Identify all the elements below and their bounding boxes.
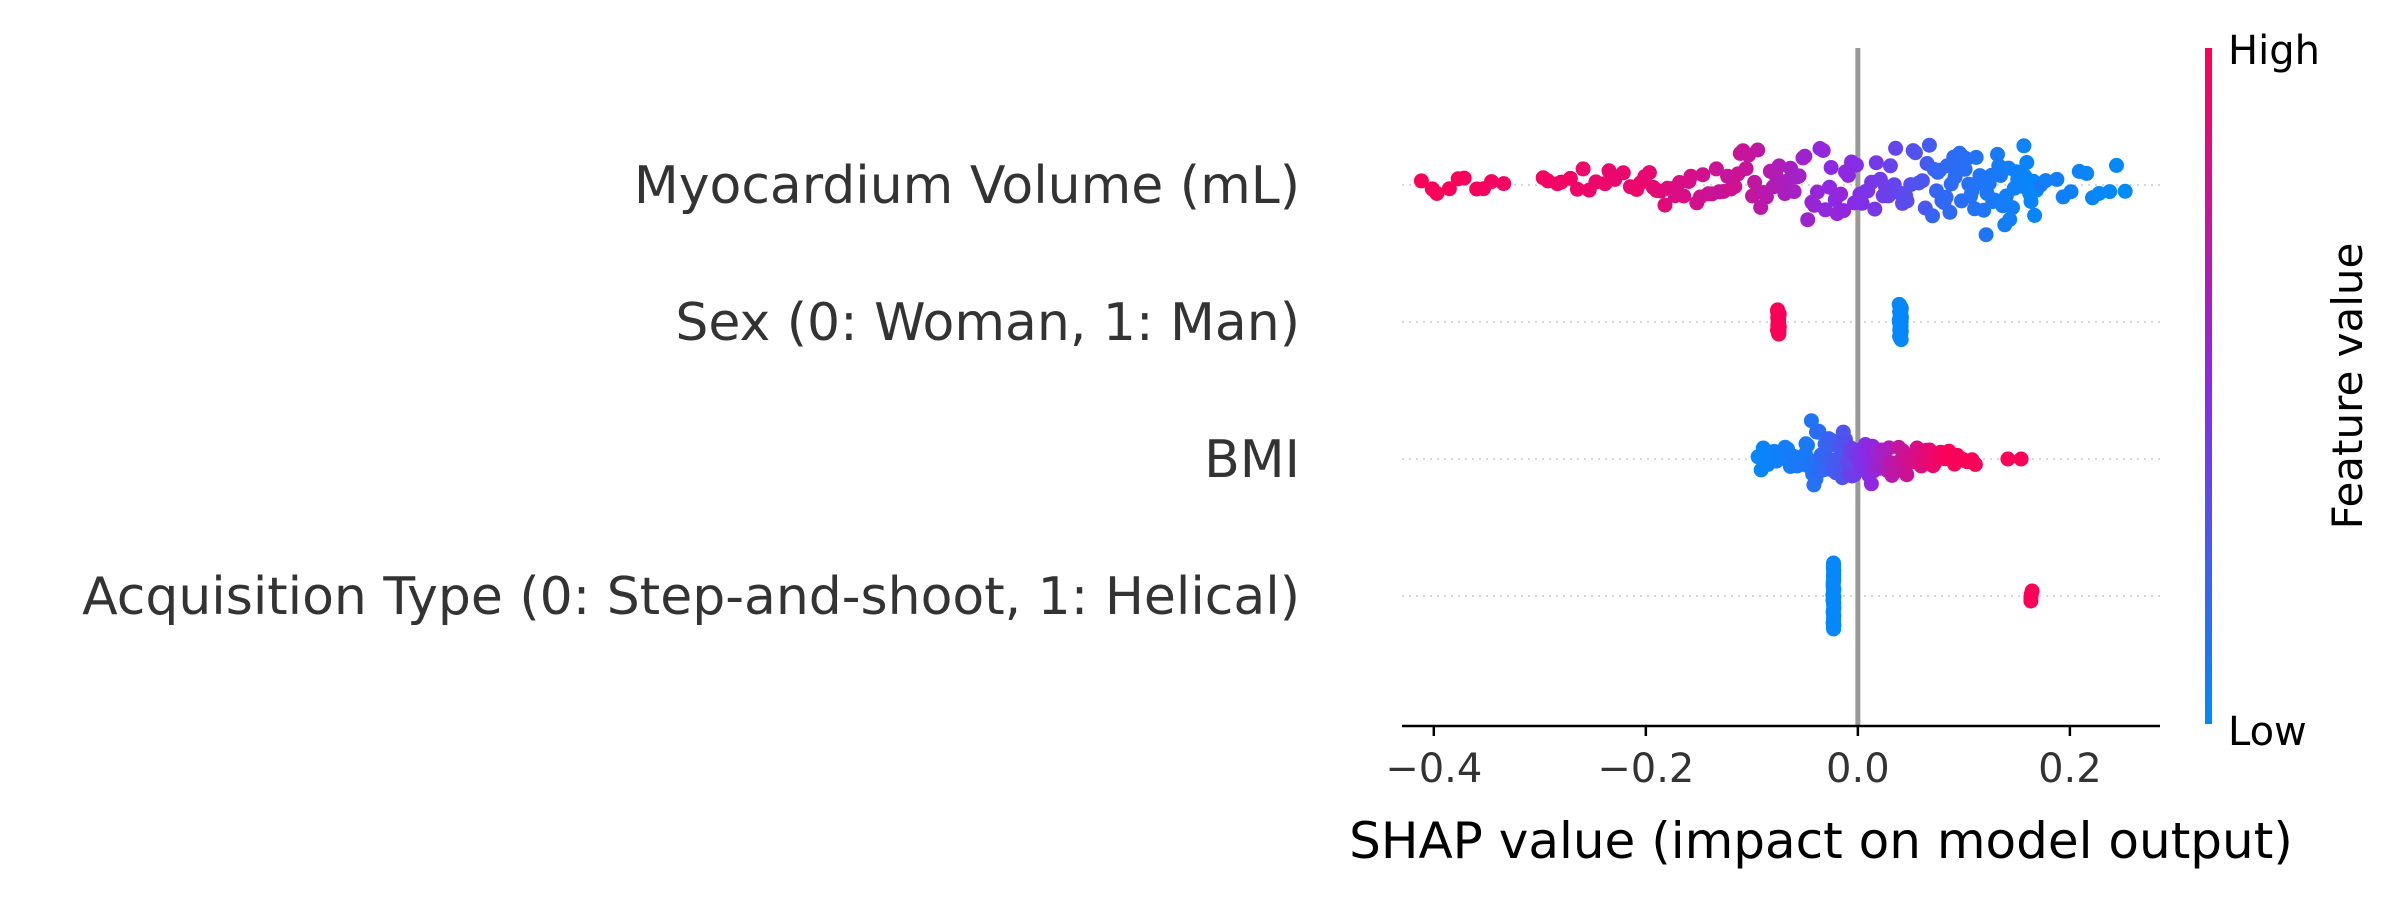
data-point: [1888, 140, 1904, 156]
colorbar-high-label: High: [2228, 28, 2320, 74]
data-point: [1925, 208, 1940, 224]
data-point: [1750, 142, 1766, 158]
data-point: [2117, 183, 2133, 199]
data-point: [1771, 158, 1787, 174]
data-point: [1727, 179, 1743, 194]
data-point: [1868, 155, 1884, 171]
data-point: [1942, 204, 1958, 220]
data-point: [1967, 456, 1983, 472]
data-point: [1441, 181, 1457, 197]
data-point: [2019, 155, 2035, 170]
x-axis-title: SHAP value (impact on model output): [1349, 812, 2293, 870]
x-tick-label: −0.4: [1385, 746, 1482, 792]
data-point: [1683, 168, 1699, 184]
data-point: [1823, 160, 1839, 175]
data-point: [1854, 195, 1870, 211]
x-ticks: −0.4 −0.2 0.0 0.2: [1385, 726, 2102, 792]
feature-labels: Myocardium Volume (mL) Sex (0: Woman, 1: …: [82, 156, 1300, 627]
row-guide-lines: [1402, 184, 2160, 597]
colorbar-gradient: [2205, 48, 2212, 724]
data-point: [1676, 188, 1692, 204]
data-point: [1867, 201, 1883, 217]
data-point: [1921, 137, 1937, 153]
data-point: [2109, 157, 2124, 173]
x-tick-label: −0.2: [1597, 746, 1694, 792]
data-point: [2027, 207, 2043, 223]
feature-label: Acquisition Type (0: Step-and-shoot, 1: …: [82, 567, 1300, 627]
data-point: [1800, 437, 1815, 453]
data-point: [2023, 194, 2039, 209]
data-point: [1456, 170, 1472, 186]
data-point: [1880, 188, 1896, 204]
data-point: [1791, 168, 1807, 184]
data-point: [1990, 146, 2005, 162]
data-point: [1569, 181, 1585, 197]
data-point: [2079, 165, 2095, 181]
data-point: [1826, 621, 1842, 637]
data-point: [1771, 326, 1787, 342]
data-point: [1429, 186, 1445, 201]
data-point: [1863, 476, 1879, 492]
data-point: [1797, 148, 1813, 164]
colorbar-title: Feature value: [2323, 243, 2372, 530]
data-point: [1817, 202, 1833, 218]
data-point: [1848, 157, 1864, 173]
data-point: [1800, 212, 1816, 228]
data-point: [1836, 203, 1852, 219]
data-point: [1899, 467, 1915, 483]
data-point: [2038, 173, 2054, 189]
data-point: [1907, 145, 1923, 161]
data-points: [1413, 137, 2133, 637]
data-point: [1882, 158, 1898, 174]
data-point: [1695, 167, 1711, 183]
data-point: [1747, 174, 1763, 190]
data-point: [1484, 174, 1499, 190]
data-point: [1893, 332, 1909, 348]
data-point: [1978, 227, 1994, 243]
data-point: [2000, 451, 2016, 467]
data-point: [1833, 186, 1849, 202]
data-point: [1815, 143, 1831, 158]
data-point: [1822, 179, 1837, 195]
data-point: [1938, 189, 1954, 205]
feature-label: BMI: [1204, 430, 1300, 490]
data-point: [1914, 173, 1930, 189]
data-point: [1575, 161, 1591, 177]
data-point: [2023, 593, 2039, 609]
data-point: [1899, 193, 1915, 209]
colorbar-low-label: Low: [2228, 709, 2307, 755]
data-point: [1968, 149, 1984, 165]
data-point: [2016, 138, 2032, 154]
data-point: [2013, 451, 2029, 467]
data-point: [1809, 184, 1825, 200]
data-point: [1413, 173, 1429, 189]
data-point: [2063, 184, 2079, 200]
colorbar: High Low Feature value: [2205, 28, 2372, 755]
data-point: [1615, 165, 1631, 181]
data-point: [1786, 184, 1802, 200]
data-point: [2005, 200, 2020, 216]
x-tick-label: 0.0: [1826, 746, 1890, 792]
data-point: [1641, 165, 1657, 181]
data-point: [1708, 161, 1724, 177]
data-point: [2102, 184, 2118, 200]
x-axis: −0.4 −0.2 0.0 0.2 SHAP value (impact on mod…: [1349, 724, 2293, 870]
feature-label: Myocardium Volume (mL): [634, 156, 1300, 216]
data-point: [1803, 413, 1819, 429]
data-point: [1496, 176, 1512, 192]
data-point: [1738, 161, 1754, 177]
x-tick-label: 0.2: [2038, 746, 2102, 792]
data-point: [1562, 170, 1578, 186]
data-point: [2049, 171, 2065, 187]
data-point: [1840, 167, 1856, 183]
feature-label: Sex (0: Woman, 1: Man): [675, 293, 1300, 353]
data-point: [2002, 212, 2018, 227]
data-point: [1657, 197, 1673, 213]
